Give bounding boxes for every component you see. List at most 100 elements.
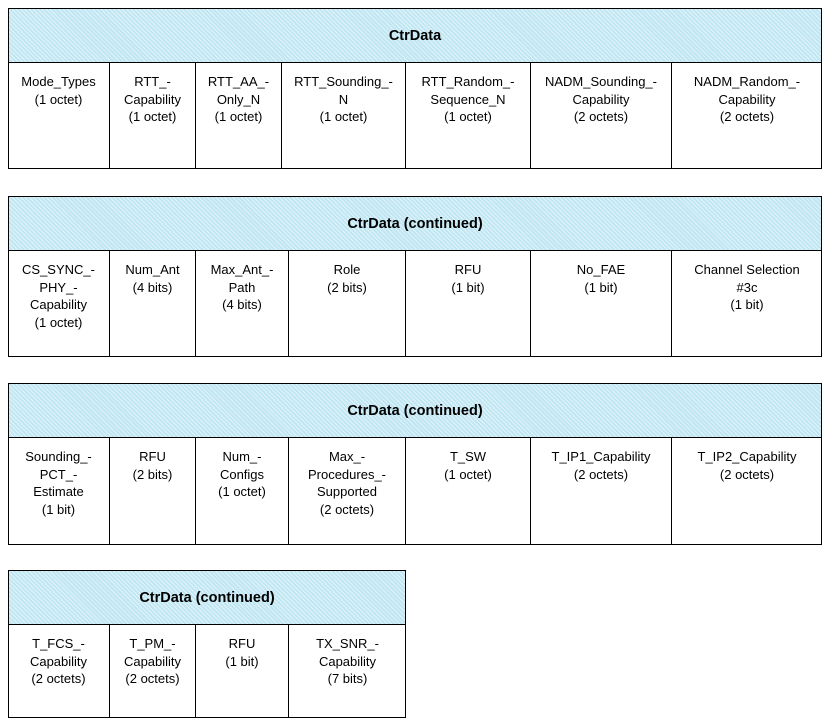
field-text-line: Max_- <box>328 449 366 464</box>
field-text-line: CS_SYNC_- <box>22 262 95 277</box>
field-cell: Sounding_- PCT_- Estimate (1 bit) <box>8 438 110 544</box>
field-text-line: (2 bits) <box>132 466 173 482</box>
field-cell: RTT_Random_- Sequence_N (1 octet) <box>406 63 531 168</box>
field-text-line: T_FCS_- <box>32 636 85 651</box>
field-cell: TX_SNR_- Capability (7 bits) <box>289 625 406 717</box>
field-cell: T_SW (1 octet) <box>406 438 531 544</box>
field-text-line: Capability <box>123 91 182 107</box>
field-text-line: (1 octet) <box>214 109 263 124</box>
field-text-line: (1 bit) <box>225 653 259 669</box>
field-cell: RFU (1 bit) <box>406 251 531 356</box>
field-text-line: Estimate <box>33 484 84 499</box>
field-cell: T_IP1_Capability (2 octets) <box>531 438 672 544</box>
field-text-line: T_IP2_Capability <box>697 449 797 464</box>
field-cell: Channel Selection #3c (1 bit) <box>672 251 822 356</box>
field-cell: RFU (2 bits) <box>110 438 196 544</box>
field-text-line: (1 octet) <box>319 109 368 124</box>
field-text-line: #3c <box>736 279 758 295</box>
field-text-line: Configs <box>219 466 265 482</box>
field-text-line: Mode_Types <box>21 74 96 89</box>
field-text-line: (7 bits) <box>327 671 368 686</box>
field-text-line: N <box>338 91 349 107</box>
field-text-line: Sounding_- <box>25 449 92 464</box>
field-text-line: (2 octets) <box>31 671 86 686</box>
field-text-line: Channel Selection <box>694 262 800 277</box>
field-cell: NADM_Sounding_- Capability (2 octets) <box>531 63 672 168</box>
field-cell: RTT_AA_- Only_N (1 octet) <box>196 63 282 168</box>
field-text-line: (1 octet) <box>128 109 177 124</box>
field-cell: Mode_Types (1 octet) <box>8 63 110 168</box>
field-text-line: (1 octet) <box>444 466 492 482</box>
table-title: CtrData <box>9 9 821 63</box>
field-text-line: Role <box>333 262 361 277</box>
field-text-line: (2 octets) <box>125 671 180 686</box>
field-text-line: Num_Ant <box>125 262 180 277</box>
ctrdata-table-3: CtrData (continued) Sounding_- PCT_- Estima… <box>8 383 822 545</box>
field-cell: Role (2 bits) <box>289 251 406 356</box>
table-title: CtrData (continued) <box>9 384 821 438</box>
field-text-line: Capability <box>29 653 88 669</box>
field-text-line: PHY_- <box>39 279 78 295</box>
ctrdata-table-1: CtrData Mode_Types (1 octet) RTT_- Capabilit… <box>8 8 822 169</box>
field-cell: Num_Ant (4 bits) <box>110 251 196 356</box>
table-title: CtrData (continued) <box>9 197 821 251</box>
field-text-line: (2 octets) <box>719 466 775 482</box>
field-text-line: Procedures_- <box>307 466 387 482</box>
field-cell: RTT_- Capability (1 octet) <box>110 63 196 168</box>
field-text-line: (1 bit) <box>41 501 76 517</box>
field-text-line: Num_- <box>222 449 262 464</box>
field-text-line: PCT_- <box>39 466 78 482</box>
ctrdata-table-2: CtrData (continued) CS_SYNC_- PHY_- Capabil… <box>8 196 822 357</box>
field-text-line: (1 octet) <box>444 109 492 124</box>
field-text-line: Path <box>228 279 256 295</box>
field-cell: Max_Ant_- Path (4 bits) <box>196 251 289 356</box>
field-text-line: Capability <box>718 91 776 107</box>
field-text-line: (1 octet) <box>34 91 83 107</box>
field-text-line: Only_N <box>216 91 261 107</box>
field-text-line: NADM_Random_- <box>693 74 801 89</box>
field-text-line: Capability <box>572 91 630 107</box>
field-cell: RFU (1 bit) <box>196 625 289 717</box>
field-cell: T_IP2_Capability (2 octets) <box>672 438 822 544</box>
field-text-line: (4 bits) <box>222 297 262 312</box>
field-text-line: T_IP1_Capability <box>551 449 651 464</box>
field-text-line: T_SW <box>449 449 487 464</box>
field-text-line: (2 bits) <box>327 279 367 295</box>
field-text-line: (2 octets) <box>573 109 629 124</box>
field-cell: Num_- Configs (1 octet) <box>196 438 289 544</box>
field-text-line: (1 octet) <box>34 314 83 330</box>
field-text-line: Max_Ant_- <box>210 262 274 277</box>
field-cell: CS_SYNC_- PHY_- Capability (1 octet) <box>8 251 110 356</box>
field-text-line: (2 octets) <box>573 466 629 482</box>
field-text-line: RFU <box>139 449 166 464</box>
field-text-line: RTT_Sounding_- <box>294 74 393 89</box>
field-text-line: Capability <box>29 297 88 312</box>
field-cell: T_PM_- Capability (2 octets) <box>110 625 196 717</box>
field-text-line: (1 bit) <box>451 279 485 295</box>
field-text-line: RFU <box>454 262 482 277</box>
field-text-line: Sequence_N <box>430 91 506 107</box>
field-text-line: T_PM_- <box>129 636 176 651</box>
field-cell: No_FAE (1 bit) <box>531 251 672 356</box>
field-cell: Max_- Procedures_- Supported (2 octets) <box>289 438 406 544</box>
field-cell: NADM_Random_- Capability (2 octets) <box>672 63 822 168</box>
field-text-line: (1 octet) <box>218 484 266 499</box>
field-text-line: TX_SNR_- <box>316 636 379 651</box>
field-text-line: Capability <box>318 653 377 669</box>
field-cell: T_FCS_- Capability (2 octets) <box>8 625 110 717</box>
field-text-line: (4 bits) <box>132 279 173 295</box>
field-text-line: RTT_- <box>134 74 171 89</box>
field-text-line: Supported <box>317 484 377 499</box>
field-text-line: Capability <box>123 653 182 669</box>
field-text-line: (2 octets) <box>319 501 375 517</box>
field-text-line: (1 bit) <box>730 297 764 312</box>
table-title: CtrData (continued) <box>9 571 405 625</box>
field-text-line: (1 bit) <box>584 279 618 295</box>
field-text-line: RFU <box>228 636 256 651</box>
ctrdata-table-4: CtrData (continued) T_FCS_- Capability (2 o… <box>8 570 406 718</box>
field-text-line: (2 octets) <box>719 109 775 124</box>
field-text-line: RTT_AA_- <box>207 74 270 89</box>
field-text-line: NADM_Sounding_- <box>544 74 657 89</box>
field-text-line: No_FAE <box>576 262 626 277</box>
field-text-line: RTT_Random_- <box>421 74 515 89</box>
